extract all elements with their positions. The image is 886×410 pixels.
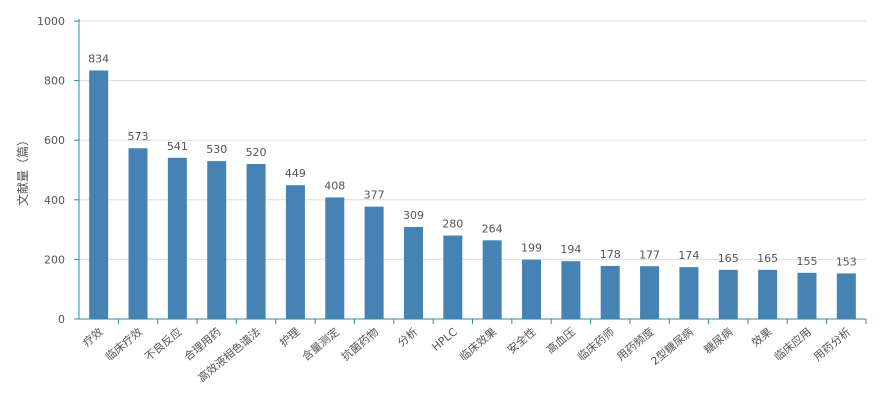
data-label: 573 — [128, 130, 149, 143]
x-tick-label: 不良反应 — [142, 325, 185, 364]
data-label: 520 — [246, 146, 267, 159]
bar — [403, 226, 423, 319]
x-tick-label: 临床药师 — [574, 325, 617, 364]
bars — [89, 70, 856, 319]
bar — [246, 164, 266, 319]
bar — [364, 206, 384, 319]
bar — [522, 259, 542, 319]
bar — [836, 273, 856, 319]
bar — [443, 235, 463, 319]
bar — [325, 197, 345, 319]
data-label: 377 — [364, 189, 385, 202]
data-label: 165 — [718, 252, 739, 265]
data-label: 177 — [639, 248, 660, 261]
y-tick-label: 200 — [44, 253, 65, 266]
bar — [89, 70, 109, 319]
data-labels: 834 573 541 530 520 449 408 377 309 280 264 199 194 1… — [88, 52, 857, 268]
bar — [207, 161, 227, 319]
y-tick-label: 0 — [58, 313, 65, 326]
bar — [561, 261, 581, 319]
gridlines — [79, 20, 866, 260]
data-label: 194 — [560, 243, 581, 256]
y-axis-label: 文献量（篇） — [15, 134, 30, 206]
bar — [167, 157, 187, 319]
bar — [758, 269, 778, 319]
bar — [797, 272, 817, 319]
y-tick-label: 600 — [44, 134, 65, 147]
x-tick-label: 分析 — [395, 325, 421, 350]
y-tick-label: 400 — [44, 194, 65, 207]
bar — [482, 240, 502, 319]
bar — [718, 269, 738, 319]
data-label: 449 — [285, 167, 306, 180]
data-label: 178 — [600, 248, 621, 261]
x-tick-label: 用药分析 — [811, 325, 854, 364]
y-tick-label: 800 — [44, 75, 65, 88]
bar — [128, 148, 148, 319]
bar — [600, 265, 620, 319]
data-label: 408 — [324, 179, 345, 192]
x-tick-label: 糖尿病 — [701, 325, 735, 357]
data-label: 153 — [836, 255, 857, 268]
x-tick-label: HPLC — [429, 325, 460, 354]
bar — [679, 267, 699, 319]
data-label: 280 — [442, 218, 463, 231]
y-tick-label: 1000 — [37, 15, 65, 28]
data-label: 309 — [403, 209, 424, 222]
x-tick-label: 护理 — [277, 325, 303, 350]
x-tick-label: 高血压 — [544, 325, 578, 357]
x-tick-label: 临床疗效 — [102, 325, 145, 364]
data-label: 155 — [796, 255, 817, 268]
bar — [285, 185, 305, 319]
x-tick-label: 含量测定 — [299, 325, 342, 364]
data-label: 834 — [88, 52, 109, 65]
x-tick-label: 安全性 — [504, 325, 538, 357]
x-tick-label: 疗效 — [80, 325, 106, 350]
x-tick-label: 临床应用 — [771, 325, 814, 364]
data-label: 174 — [678, 249, 699, 262]
data-label: 530 — [206, 143, 227, 156]
bar — [640, 266, 660, 319]
data-label: 165 — [757, 252, 778, 265]
x-tick-label: 抗菌药物 — [338, 325, 381, 364]
data-label: 541 — [167, 140, 188, 153]
x-tick-label: 效果 — [749, 325, 775, 350]
x-tick-label: 临床效果 — [456, 325, 499, 364]
x-tick-label: 2型糖尿病 — [648, 325, 696, 369]
data-label: 199 — [521, 242, 542, 255]
data-label: 264 — [482, 222, 503, 235]
